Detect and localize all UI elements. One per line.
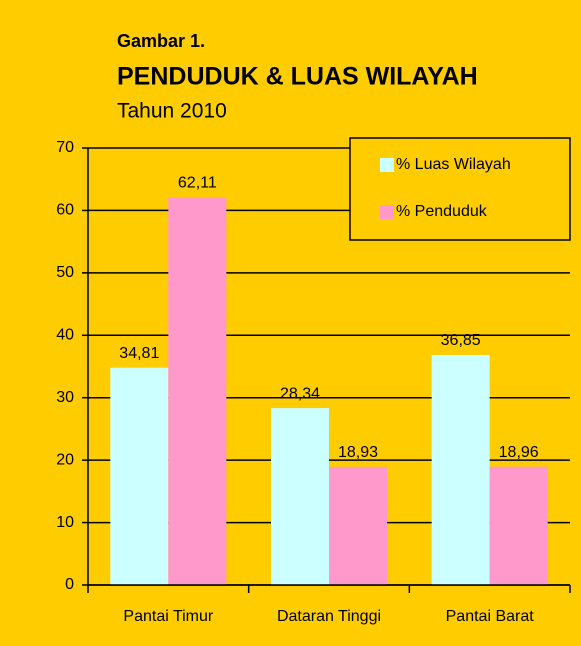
bar	[489, 466, 548, 585]
bar	[168, 197, 227, 585]
data-label: 18,93	[338, 444, 378, 461]
legend-swatch	[380, 205, 394, 219]
y-tick-label: 50	[56, 264, 74, 281]
data-label: 18,96	[499, 444, 539, 461]
y-tick-label: 60	[56, 202, 74, 219]
y-tick-label: 10	[56, 514, 74, 531]
bar	[271, 408, 329, 585]
y-tick-label: 40	[56, 327, 74, 344]
data-label: 36,85	[441, 332, 481, 349]
data-label: 28,34	[280, 385, 320, 402]
x-tick-label: Dataran Tinggi	[277, 608, 381, 625]
legend-label: % Luas Wilayah	[396, 156, 511, 173]
chart-subtitle: Tahun 2010	[117, 100, 227, 123]
y-tick-label: 70	[56, 139, 74, 156]
x-tick-label: Pantai Timur	[123, 608, 213, 625]
legend-box	[349, 137, 571, 241]
data-label: 34,81	[119, 345, 159, 362]
bar	[329, 466, 387, 585]
x-tick-label: Pantai Barat	[446, 608, 535, 625]
y-tick-label: 0	[65, 576, 74, 593]
legend-label: % Penduduk	[396, 203, 488, 220]
bar	[110, 367, 169, 585]
bar	[431, 354, 490, 585]
chart-label: Gambar 1.	[117, 31, 205, 51]
legend-swatch	[380, 158, 394, 172]
data-label: 62,11	[178, 174, 217, 191]
y-tick-label: 20	[56, 451, 74, 468]
chart-title: PENDUDUK & LUAS WILAYAH	[117, 63, 478, 91]
y-tick-label: 30	[56, 389, 74, 406]
